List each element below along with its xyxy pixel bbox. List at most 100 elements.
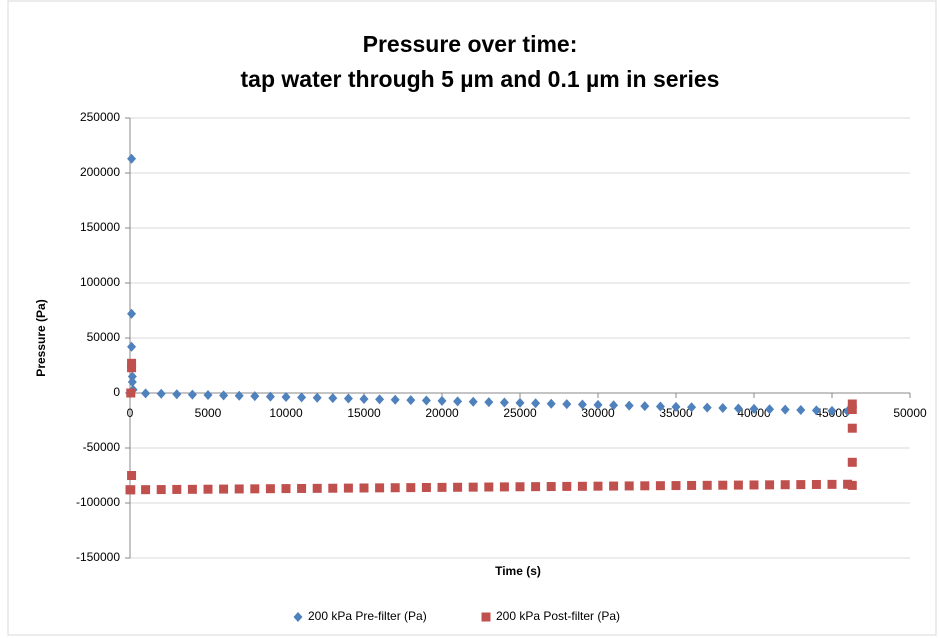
x-tick-label: 50000 (893, 406, 927, 420)
data-point (250, 391, 260, 402)
data-point (126, 388, 136, 398)
data-point (515, 397, 525, 408)
data-point (546, 398, 556, 409)
data-point (234, 484, 244, 494)
data-point (219, 390, 229, 401)
data-point (687, 402, 697, 413)
data-point (343, 483, 353, 493)
data-point (468, 482, 478, 492)
y-tick-label: -50000 (83, 440, 121, 454)
data-point (655, 481, 665, 491)
data-point (546, 482, 556, 492)
data-point (127, 363, 137, 373)
data-point (141, 388, 151, 399)
data-point (156, 485, 166, 495)
data-point (624, 481, 634, 491)
data-point (593, 481, 603, 491)
data-point (811, 405, 821, 416)
data-point (203, 484, 213, 494)
data-point (172, 389, 182, 400)
data-point (453, 482, 463, 492)
data-point (156, 388, 166, 399)
data-point (796, 480, 806, 490)
data-point (437, 395, 447, 406)
data-point (765, 480, 775, 490)
data-point (127, 471, 137, 480)
data-point (718, 480, 728, 490)
data-point (359, 483, 369, 493)
data-point (640, 481, 650, 491)
data-point (328, 483, 338, 493)
data-point (127, 153, 137, 164)
data-point (609, 481, 619, 491)
data-point (827, 479, 837, 489)
data-point (780, 404, 790, 415)
data-point (125, 485, 135, 495)
data-point (749, 403, 759, 414)
data-point (847, 399, 857, 409)
data-point (421, 395, 431, 406)
data-point (390, 394, 400, 405)
x-tick-label: 35000 (659, 406, 693, 420)
chart-title: Pressure over time: (363, 31, 578, 57)
data-point (281, 391, 291, 402)
data-point (609, 400, 619, 411)
data-point (172, 484, 182, 494)
y-tick-label: 150000 (80, 220, 120, 234)
data-point (827, 405, 837, 416)
data-point (127, 308, 137, 319)
data-point (141, 485, 151, 495)
data-point (499, 397, 509, 408)
data-point (655, 401, 665, 412)
data-point (421, 483, 431, 493)
data-point (265, 484, 275, 494)
data-point (297, 483, 307, 493)
chart-subtitle: tap water through 5 µm and 0.1 µm in ser… (241, 66, 720, 92)
data-point (531, 398, 541, 409)
y-tick-label: 0 (113, 385, 120, 399)
data-point (375, 483, 385, 493)
data-point (484, 397, 494, 408)
data-point (281, 484, 291, 494)
data-point (562, 481, 572, 491)
legend-label: 200 kPa Post-filter (Pa) (496, 609, 620, 623)
y-tick-label: 250000 (80, 110, 120, 124)
data-point (499, 482, 509, 492)
x-tick-label: 30000 (581, 406, 615, 420)
x-tick-label: 15000 (347, 406, 381, 420)
data-point (312, 392, 322, 403)
data-point (127, 371, 137, 382)
x-tick-label: 20000 (425, 406, 459, 420)
y-tick-label: 100000 (80, 275, 120, 289)
data-point (515, 482, 525, 492)
data-point (624, 400, 634, 411)
legend-marker (481, 612, 491, 622)
data-point (312, 483, 322, 493)
data-point (671, 401, 681, 412)
data-point (702, 402, 712, 413)
data-point (847, 457, 857, 467)
x-tick-label: 25000 (503, 406, 537, 420)
data-point (468, 396, 478, 407)
data-point (593, 399, 603, 410)
data-point (359, 393, 369, 404)
data-point (733, 480, 743, 490)
data-point (437, 482, 447, 492)
data-point (749, 480, 759, 490)
data-point (234, 390, 244, 401)
data-point (343, 393, 353, 404)
data-point (127, 341, 137, 352)
data-point (203, 389, 213, 400)
y-tick-label: 200000 (80, 165, 120, 179)
data-point (847, 480, 857, 490)
data-point (765, 404, 775, 415)
chart-frame (7, 0, 937, 636)
legend-label: 200 kPa Pre-filter (Pa) (308, 609, 427, 623)
x-tick-label: 0 (127, 406, 134, 420)
data-point (687, 480, 697, 490)
data-point (796, 405, 806, 416)
data-point (375, 394, 385, 405)
data-point (219, 484, 229, 494)
y-axis-title: Pressure (Pa) (34, 299, 48, 376)
